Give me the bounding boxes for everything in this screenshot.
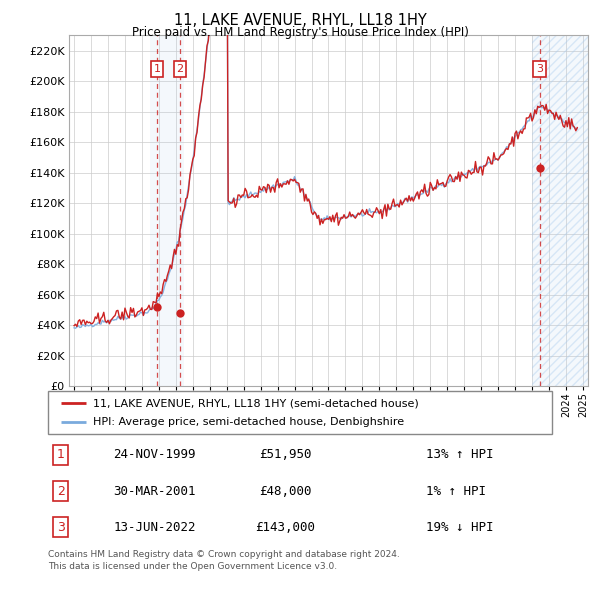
Text: 2: 2: [56, 484, 65, 497]
Text: 11, LAKE AVENUE, RHYL, LL18 1HY: 11, LAKE AVENUE, RHYL, LL18 1HY: [173, 13, 427, 28]
Text: HPI: Average price, semi-detached house, Denbighshire: HPI: Average price, semi-detached house,…: [94, 417, 404, 427]
Bar: [532, 35, 588, 386]
Text: 3: 3: [536, 64, 543, 74]
Text: £143,000: £143,000: [255, 521, 315, 534]
Bar: [151, 35, 184, 386]
FancyBboxPatch shape: [48, 391, 552, 434]
Text: 1% ↑ HPI: 1% ↑ HPI: [426, 484, 486, 497]
Text: 1: 1: [154, 64, 161, 74]
Text: 11, LAKE AVENUE, RHYL, LL18 1HY (semi-detached house): 11, LAKE AVENUE, RHYL, LL18 1HY (semi-de…: [94, 398, 419, 408]
Text: £51,950: £51,950: [259, 448, 311, 461]
Text: 13-JUN-2022: 13-JUN-2022: [113, 521, 196, 534]
Text: 2: 2: [176, 64, 184, 74]
Text: 24-NOV-1999: 24-NOV-1999: [113, 448, 196, 461]
Bar: [532, 35, 588, 386]
Text: Price paid vs. HM Land Registry's House Price Index (HPI): Price paid vs. HM Land Registry's House …: [131, 26, 469, 39]
Text: £48,000: £48,000: [259, 484, 311, 497]
Text: 19% ↓ HPI: 19% ↓ HPI: [426, 521, 493, 534]
Text: Contains HM Land Registry data © Crown copyright and database right 2024.: Contains HM Land Registry data © Crown c…: [48, 550, 400, 559]
Text: 13% ↑ HPI: 13% ↑ HPI: [426, 448, 493, 461]
Text: 3: 3: [56, 521, 65, 534]
Text: 1: 1: [56, 448, 65, 461]
Text: This data is licensed under the Open Government Licence v3.0.: This data is licensed under the Open Gov…: [48, 562, 337, 571]
Text: 30-MAR-2001: 30-MAR-2001: [113, 484, 196, 497]
